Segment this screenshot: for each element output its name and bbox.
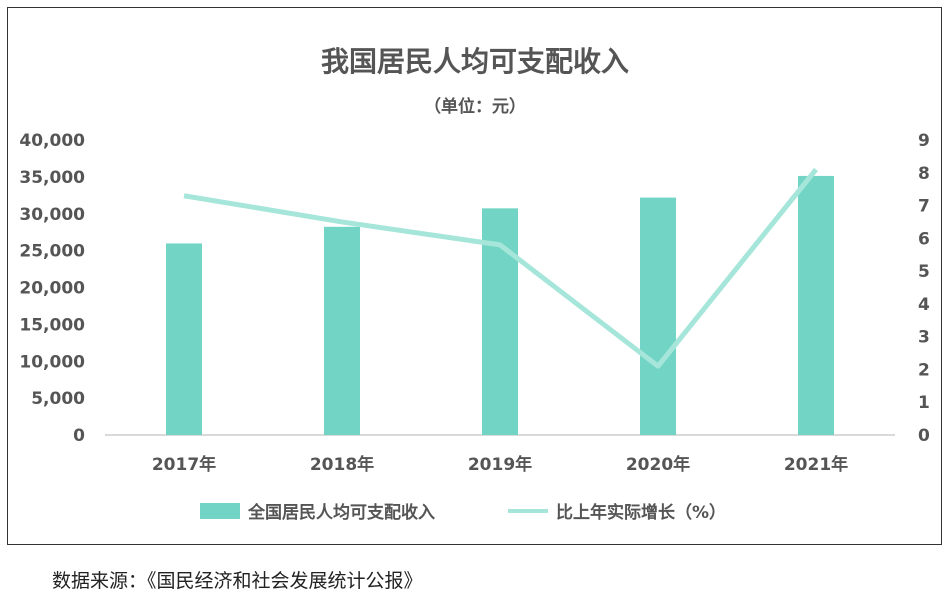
left-axis-tick: 40,000 <box>19 131 85 151</box>
x-axis-tick: 2018年 <box>310 454 374 475</box>
x-axis-tick: 2020年 <box>626 454 690 475</box>
legend-bar-label: 全国居民人均可支配收入 <box>248 503 435 523</box>
left-axis-tick: 10,000 <box>19 352 85 372</box>
legend-item-bar: 全国居民人均可支配收入 <box>200 498 435 523</box>
left-axis-tick: 20,000 <box>19 279 85 299</box>
legend-item-line: 比上年实际增长（%） <box>508 498 726 523</box>
right-axis-tick: 7 <box>918 197 930 217</box>
left-axis-tick: 5,000 <box>31 389 85 409</box>
left-axis-tick: 15,000 <box>19 315 85 335</box>
chart-frame <box>7 7 942 545</box>
legend-line-swatch <box>508 508 548 513</box>
bar <box>640 197 676 435</box>
right-axis-tick: 3 <box>918 328 930 348</box>
right-axis-tick: 4 <box>918 295 930 315</box>
left-axis-tick: 30,000 <box>19 205 85 225</box>
legend-line-label: 比上年实际增长（%） <box>556 503 727 523</box>
x-axis-tick: 2017年 <box>152 454 216 475</box>
right-axis-tick: 5 <box>918 262 930 282</box>
left-axis-tick: 0 <box>73 426 85 446</box>
right-axis-tick: 1 <box>918 393 930 413</box>
right-axis-tick: 0 <box>918 426 930 446</box>
x-axis-tick: 2021年 <box>784 454 848 475</box>
right-axis-tick: 6 <box>918 229 930 249</box>
right-axis-tick: 9 <box>918 131 930 151</box>
left-axis-tick: 35,000 <box>19 168 85 188</box>
bar <box>798 175 834 435</box>
bar <box>166 243 202 435</box>
x-axis-tick: 2019年 <box>468 454 532 475</box>
left-axis-tick: 25,000 <box>19 242 85 262</box>
chart-subtitle: （单位：元） <box>424 97 526 117</box>
data-source: 数据来源：《国民经济和社会发展统计公报》 <box>52 570 423 592</box>
legend-bar-swatch <box>200 502 240 519</box>
bar <box>324 226 360 435</box>
right-axis-tick: 2 <box>918 360 930 380</box>
right-axis-tick: 8 <box>918 164 930 184</box>
chart-title: 我国居民人均可支配收入 <box>320 45 629 78</box>
